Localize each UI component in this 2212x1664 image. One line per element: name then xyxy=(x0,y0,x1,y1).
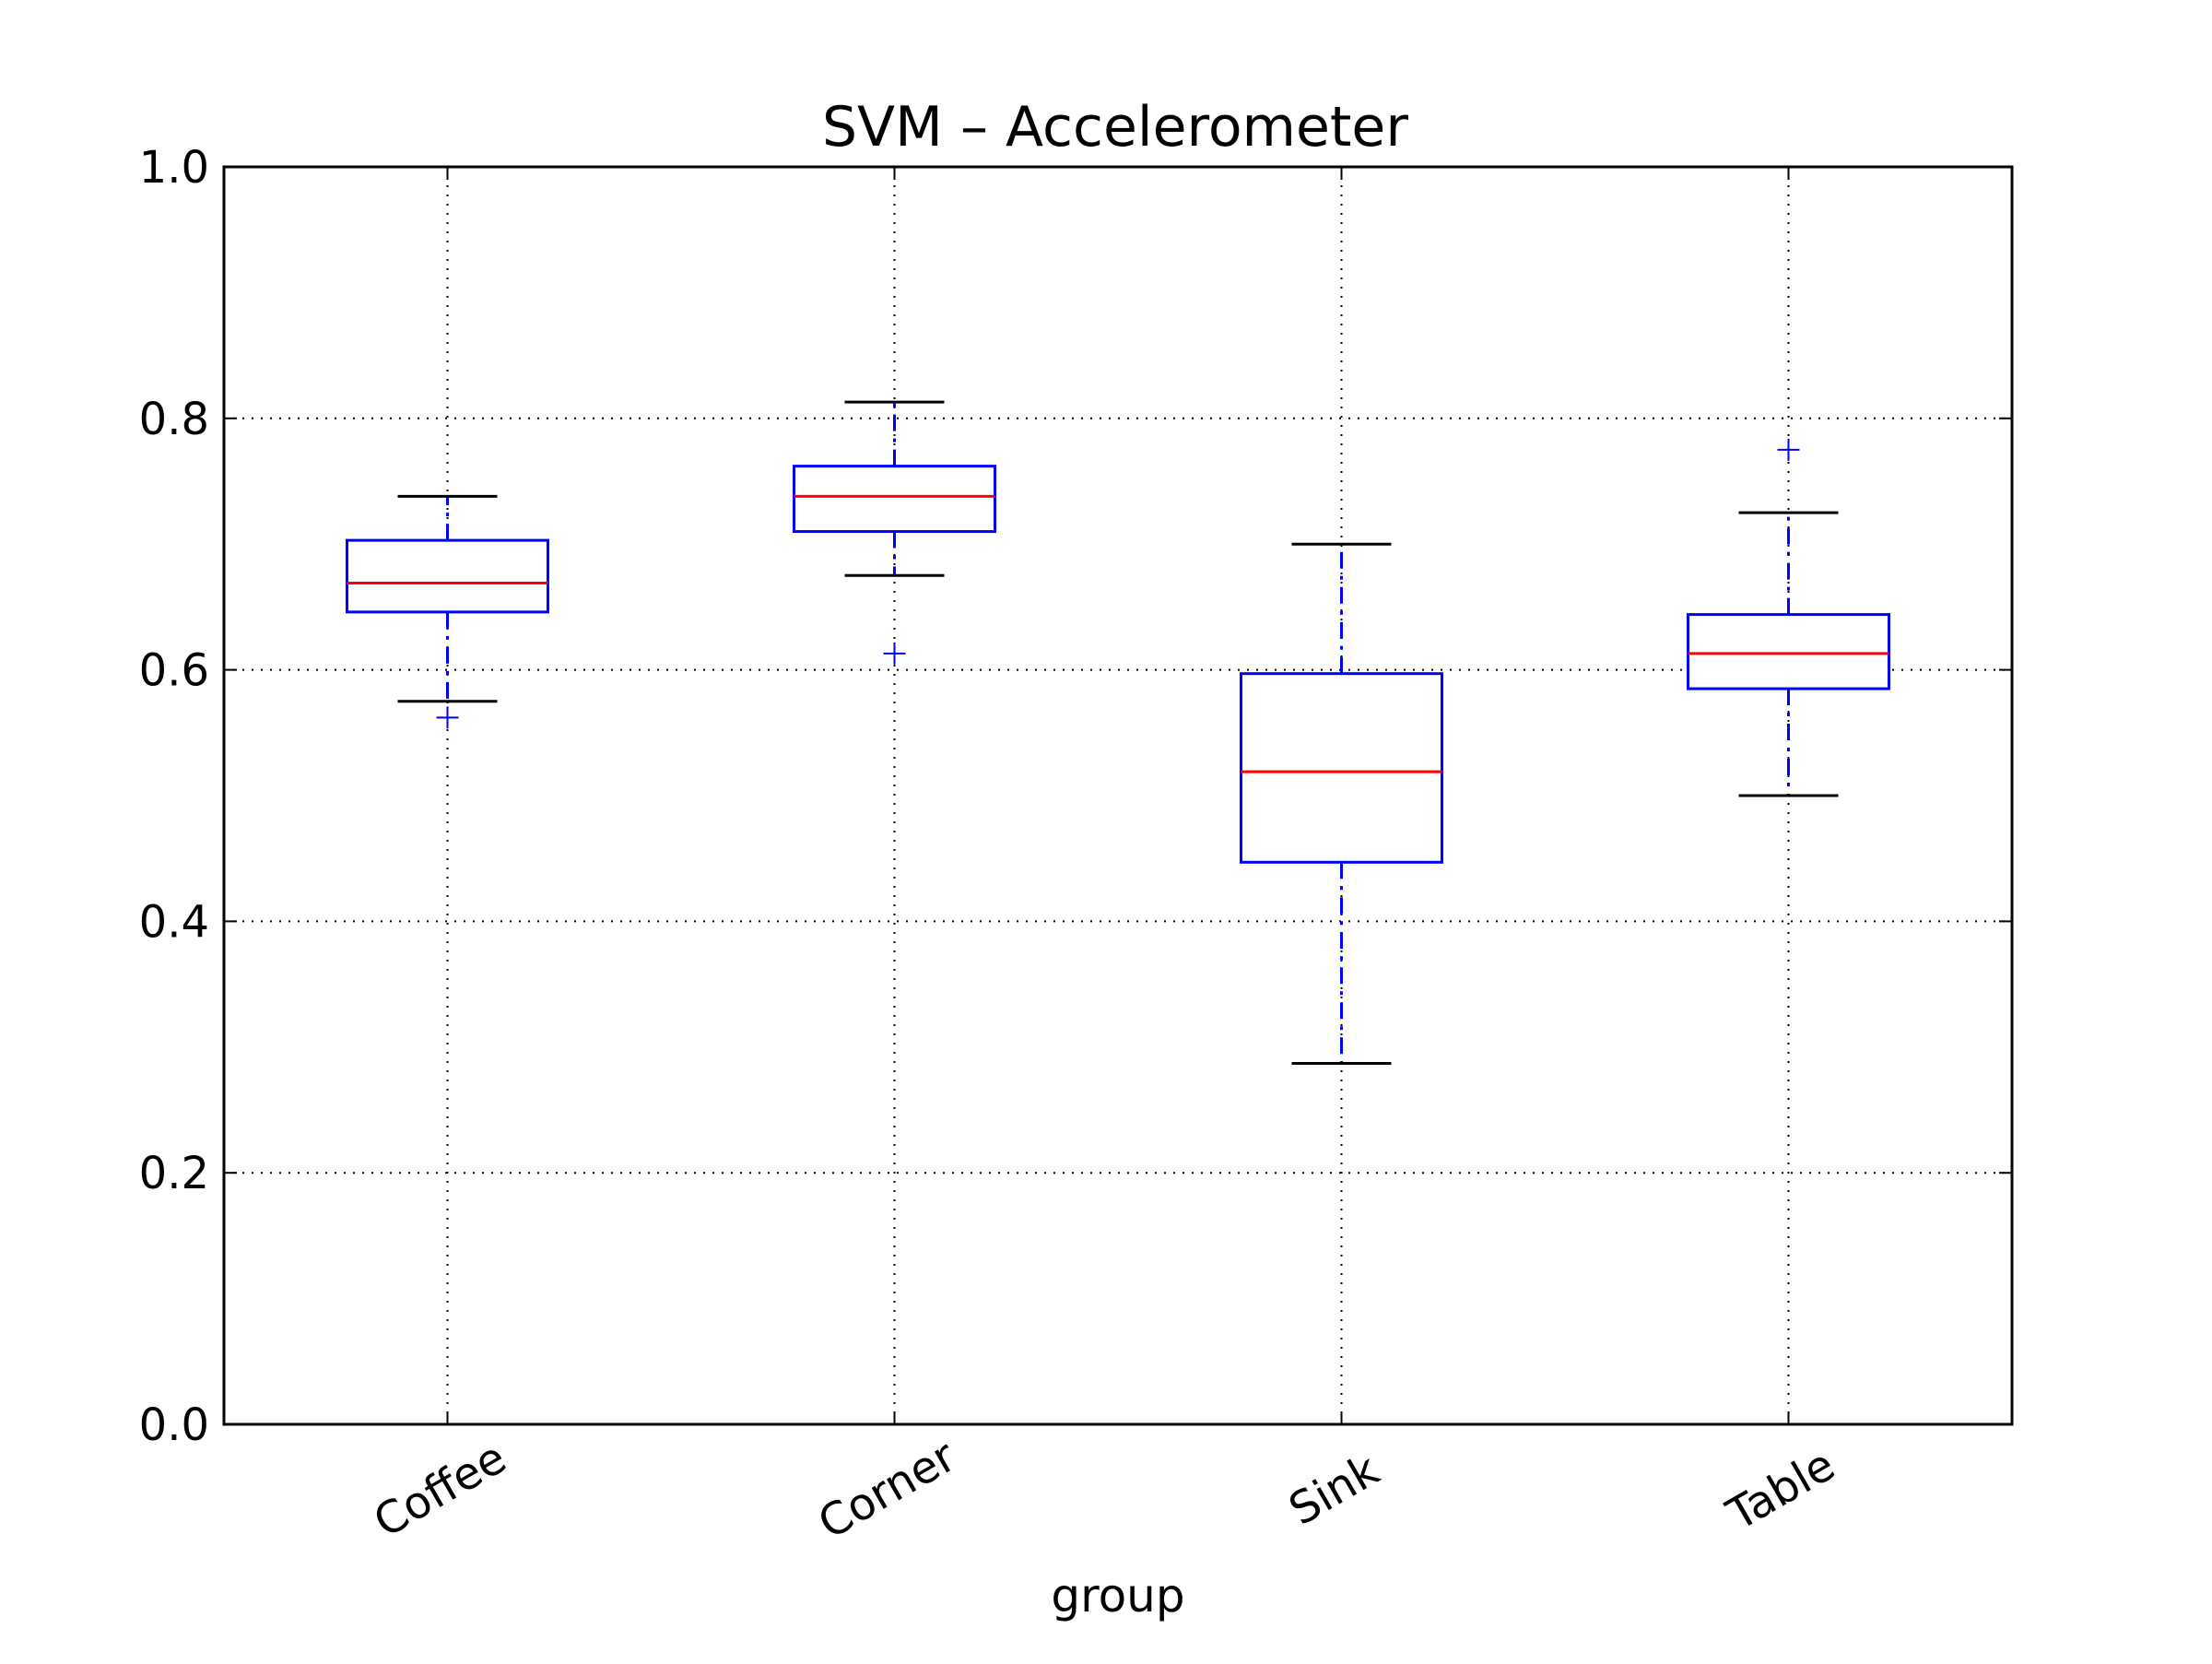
chart-title: SVM – Accelerometer xyxy=(822,95,1408,159)
y-tick-label: 0.6 xyxy=(139,645,209,697)
x-axis-label: group xyxy=(1051,1569,1184,1623)
box-group-sink xyxy=(1240,542,1443,1066)
plot-area-frame xyxy=(222,165,2014,1426)
box-group-corner xyxy=(793,400,996,665)
iqr-box xyxy=(346,538,549,614)
y-axis-ticks: 0.0 0.2 0.4 0.6 0.8 1.0 xyxy=(139,142,2012,1451)
y-tick-label: 0.8 xyxy=(139,394,209,445)
x-axis-ticks: Coffee Corner Sink Table xyxy=(365,167,1843,1550)
iqr-box xyxy=(793,465,996,534)
y-tick-label: 0.4 xyxy=(139,896,209,948)
x-tick-label: Table xyxy=(1718,1439,1843,1541)
x-tick-label: Coffee xyxy=(365,1432,514,1548)
box-group-coffee xyxy=(346,494,549,729)
outlier-marker xyxy=(436,706,459,729)
iqr-box xyxy=(1240,672,1443,864)
box-group-table xyxy=(1687,438,1890,797)
y-tick-label: 0.2 xyxy=(139,1148,209,1199)
box-series xyxy=(346,400,1890,1066)
y-tick-label: 0.0 xyxy=(139,1399,209,1451)
outlier-marker xyxy=(883,642,906,665)
x-tick-label: Corner xyxy=(810,1430,965,1549)
x-tick-label: Sink xyxy=(1280,1444,1388,1536)
y-tick-label: 1.0 xyxy=(139,142,209,194)
iqr-box xyxy=(1687,613,1890,690)
outlier-marker xyxy=(1777,438,1800,461)
